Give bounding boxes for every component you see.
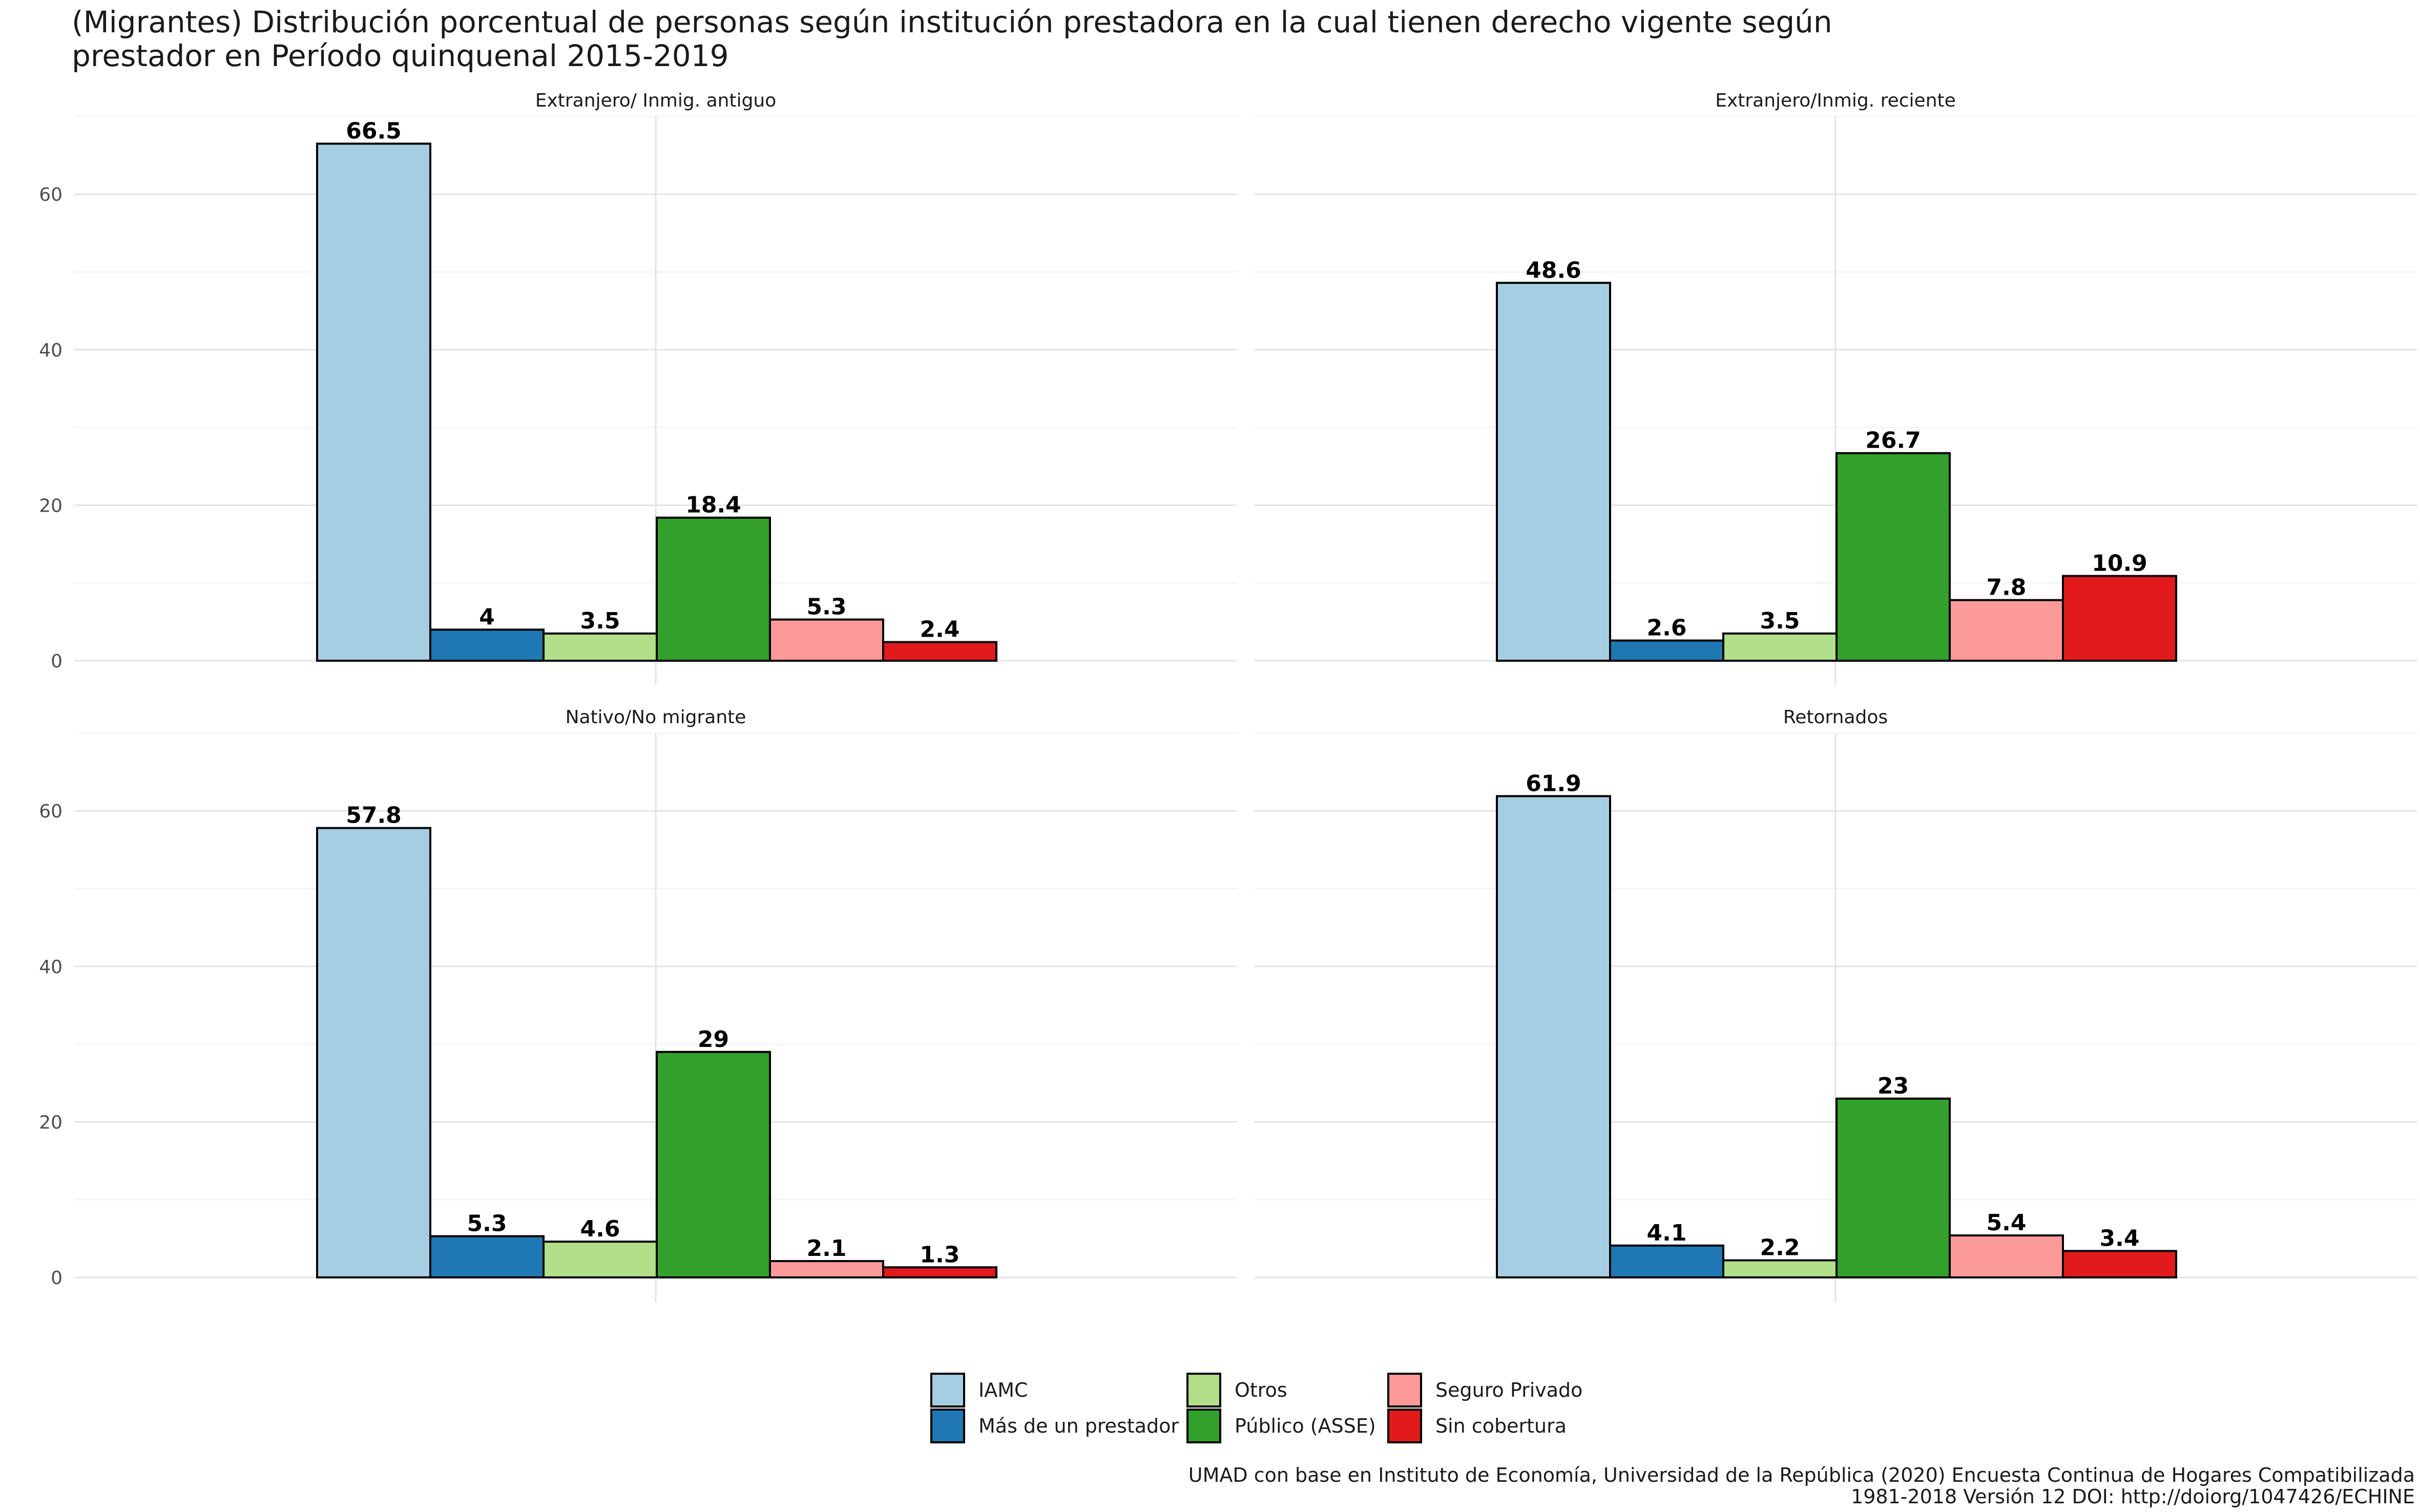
bar-value-label: 2.6 [1647,615,1687,641]
bar-value-label: 4 [479,604,495,630]
bar [656,516,771,662]
legend-swatch [930,1373,965,1408]
bar [1496,795,1611,1279]
bar-value-label: 5.3 [807,594,847,620]
y-tick-label: 60 [39,801,62,822]
legend-label: Seguro Privado [1435,1379,1582,1401]
bar [1609,639,1724,662]
legend-label: IAMC [978,1379,1028,1401]
bar [769,618,884,662]
bar [429,628,545,662]
bar-value-label: 2.2 [1760,1235,1800,1261]
bar-value-label: 2.1 [807,1235,847,1262]
bar-value-label: 18.4 [685,492,741,518]
bar [543,1241,658,1279]
legend-label: Sin cobertura [1435,1415,1567,1437]
legend-label: Otros [1235,1379,1287,1401]
legend-swatch [1186,1373,1221,1408]
bar-value-label: 29 [698,1026,729,1053]
bar-value-label: 23 [1877,1073,1909,1099]
bar [316,142,431,662]
bar [543,632,658,662]
bar-value-label: 3.4 [2100,1225,2140,1251]
bar [1609,1244,1724,1278]
bar [1949,599,2064,662]
bar [882,641,997,662]
bar-value-label: 1.3 [920,1242,960,1268]
bar [656,1051,771,1279]
bar [429,1235,545,1278]
facet-label: Retornados [1783,707,1888,728]
bar-value-label: 26.7 [1865,428,1921,454]
bar [769,1260,884,1279]
caption-line-1: UMAD con base en Instituto de Economía, … [1188,1464,2415,1486]
bar-value-label: 5.4 [1987,1210,2027,1236]
bar [2062,575,2177,662]
legend-swatch [1186,1409,1221,1443]
bar [316,827,431,1278]
bar [1949,1234,2064,1279]
bar-value-label: 2.4 [920,617,960,643]
bar [882,1266,997,1279]
bar [1722,632,1838,662]
bar-value-label: 4.1 [1647,1220,1687,1246]
bar [1496,282,1611,662]
y-tick-label: 0 [51,651,62,672]
bar [1835,1097,1951,1279]
legend-swatch [930,1409,965,1443]
y-tick-label: 20 [39,1112,62,1133]
chart-title: (Migrantes) Distribución porcentual de p… [72,5,1832,73]
bar-value-label: 10.9 [2092,551,2147,577]
legend-swatch [1387,1373,1422,1408]
y-tick-label: 20 [39,495,62,516]
legend-label: Público (ASSE) [1235,1415,1376,1437]
y-tick-label: 40 [39,957,62,978]
bar-value-label: 61.9 [1526,770,1581,796]
y-tick-label: 40 [39,340,62,361]
bar-value-label: 66.5 [346,118,402,144]
bar-value-label: 57.8 [346,803,402,829]
bar [1835,452,1951,662]
facet-label: Nativo/No migrante [566,707,746,728]
bar-value-label: 48.6 [1526,257,1581,283]
bar-value-label: 3.5 [1760,608,1800,634]
bar [1722,1259,1838,1279]
facet-label: Extranjero/Inmig. reciente [1715,90,1956,111]
caption-line-2: 1981-2018 Versión 12 DOI: http://doiorg/… [1851,1485,2415,1508]
y-tick-label: 0 [51,1268,62,1289]
bar-value-label: 7.8 [1987,575,2027,601]
bar [2062,1250,2177,1278]
bar-value-label: 4.6 [580,1216,620,1242]
bar-value-label: 5.3 [467,1211,507,1237]
bar-value-label: 3.5 [580,608,620,634]
legend-swatch [1387,1409,1422,1443]
legend-label: Más de un prestador [978,1415,1179,1437]
y-tick-label: 60 [39,184,62,205]
facet-label: Extranjero/ Inmig. antiguo [535,90,777,111]
